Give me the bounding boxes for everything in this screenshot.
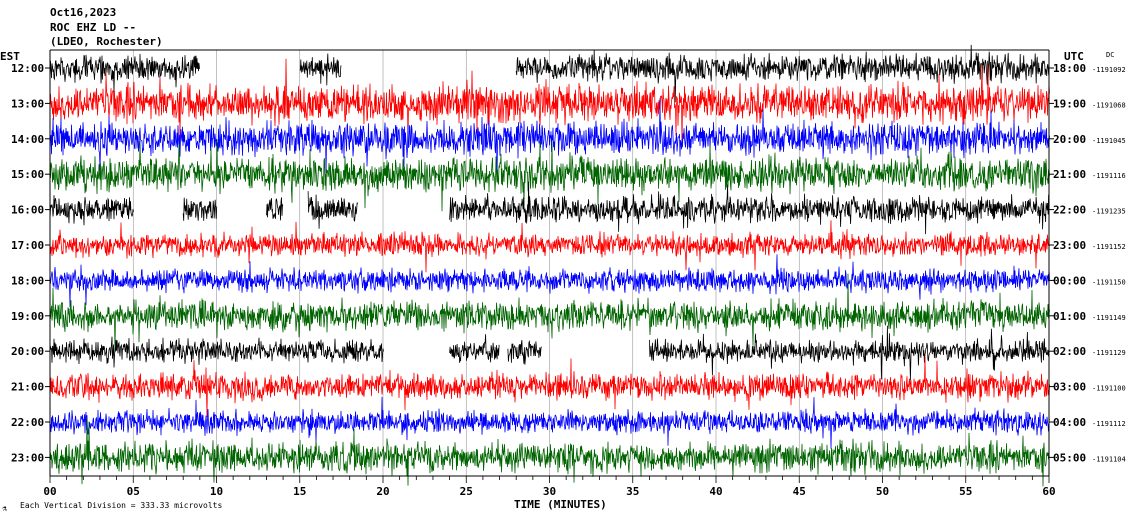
trace-hour-1800 — [49, 254, 1050, 308]
trace-hour-1700 — [49, 220, 1050, 273]
utc-hour-label: 23:00 — [1053, 239, 1086, 252]
x-tick-label: 35 — [626, 485, 639, 498]
x-tick-label: 40 — [709, 485, 722, 498]
trace-hour-1200 — [515, 44, 1050, 103]
utc-hour-label: 18:00 — [1053, 62, 1086, 75]
est-hour-labels: 12:00 13:00 14:00 15:00 16:00 17:00 18:00 19:00… — [11, 62, 44, 464]
utc-hour-labels: 18:00 -1191092 19:00 -1191068 20:00 -1191045 2… — [1053, 62, 1126, 464]
est-hour-label: 17:00 — [11, 239, 44, 252]
dc-offset-label: -1191068 — [1092, 101, 1126, 109]
trace-hour-1200 — [49, 53, 200, 93]
x-tick-label: 05 — [127, 485, 140, 498]
utc-hour-label: 03:00 — [1053, 381, 1086, 394]
trace-hour-1200 — [299, 53, 342, 86]
est-hour-label: 16:00 — [11, 204, 44, 217]
est-hour-label: 15:00 — [11, 168, 44, 181]
utc-hour-label: 21:00 — [1053, 168, 1086, 181]
trace-hour-1600 — [449, 181, 1050, 235]
time-gridlines — [132, 50, 967, 476]
x-tick-label: 25 — [460, 485, 473, 498]
utc-hour-label: 02:00 — [1053, 345, 1086, 358]
trace-hour-2300 — [49, 417, 1050, 487]
x-tick-label: 60 — [1042, 485, 1055, 498]
x-tick-label: 50 — [876, 485, 889, 498]
dc-offset-label: -1191235 — [1092, 208, 1126, 216]
utc-hour-label: 22:00 — [1053, 204, 1086, 217]
x-tick-label: 55 — [959, 485, 972, 498]
trace-hour-2200 — [49, 396, 1050, 449]
scale-note: Each Vertical Division = 333.33 microvol… — [20, 501, 222, 510]
trace-hour-1500 — [49, 139, 1050, 212]
x-tick-label: 10 — [210, 485, 223, 498]
dc-offset-label: -1191152 — [1092, 243, 1126, 251]
date-label: Oct16,2023 — [50, 6, 116, 19]
utc-hour-label: 20:00 — [1053, 133, 1086, 146]
trace-hour-1600 — [182, 197, 218, 221]
utc-hour-label: 01:00 — [1053, 310, 1086, 323]
right-timezone-label: UTC — [1064, 50, 1084, 63]
x-tick-label: 45 — [793, 485, 806, 498]
est-hour-label: 20:00 — [11, 345, 44, 358]
utc-hour-label: 00:00 — [1053, 274, 1086, 287]
trace-hour-2000 — [649, 325, 1050, 381]
trace-hour-2000 — [507, 340, 542, 365]
est-hour-label: 19:00 — [11, 310, 44, 323]
x-tick-label: 30 — [543, 485, 556, 498]
trace-hour-1600 — [49, 195, 134, 226]
dc-offset-label: -1191092 — [1092, 66, 1126, 74]
trace-hour-1900 — [49, 273, 1050, 353]
est-hour-label: 18:00 — [11, 274, 44, 287]
x-axis-title: TIME (MINUTES) — [514, 498, 607, 511]
est-hour-label: 23:00 — [11, 451, 44, 464]
trace-hour-1400 — [49, 98, 1050, 180]
seismic-traces — [49, 44, 1050, 487]
dc-offset-label: -1191149 — [1092, 314, 1126, 322]
trace-hour-1600 — [266, 197, 284, 221]
station-label: ROC EHZ LD -- — [50, 21, 136, 34]
dc-offset-label: -1191100 — [1092, 385, 1126, 393]
dc-offset-label: -1191045 — [1092, 137, 1126, 145]
trace-hour-1600 — [307, 191, 358, 229]
est-hour-label: 22:00 — [11, 416, 44, 429]
dc-label: DC — [1106, 51, 1114, 59]
x-tick-label: 15 — [293, 485, 306, 498]
plot-axes — [45, 49, 1054, 483]
x-tick-label: 00 — [43, 485, 56, 498]
trace-hour-2000 — [449, 334, 500, 363]
x-tick-label: 20 — [376, 485, 389, 498]
dc-offset-label: -1191150 — [1092, 278, 1126, 286]
utc-hour-label: 05:00 — [1053, 451, 1086, 464]
trace-hour-2100 — [49, 355, 1050, 418]
est-hour-label: 13:00 — [11, 97, 44, 110]
dc-offset-label: -1191129 — [1092, 349, 1126, 357]
dc-offset-label: -1191116 — [1092, 172, 1126, 180]
station-logo-icon: ⚗ — [2, 504, 7, 513]
utc-hour-label: 04:00 — [1053, 416, 1086, 429]
minute-tick-labels: 00 05 10 15 20 25 30 35 40 45 50 55 60 — [43, 485, 1055, 498]
dc-offset-label: -1191104 — [1092, 455, 1126, 463]
left-timezone-label: EST — [0, 50, 20, 63]
est-hour-label: 12:00 — [11, 62, 44, 75]
dc-offset-label: -1191112 — [1092, 420, 1126, 428]
est-hour-label: 21:00 — [11, 381, 44, 394]
utc-hour-label: 19:00 — [1053, 97, 1086, 110]
est-hour-label: 14:00 — [11, 133, 44, 146]
trace-hour-2000 — [49, 336, 384, 368]
network-label: (LDEO, Rochester) — [50, 35, 163, 48]
trace-hour-1300 — [49, 58, 1050, 148]
